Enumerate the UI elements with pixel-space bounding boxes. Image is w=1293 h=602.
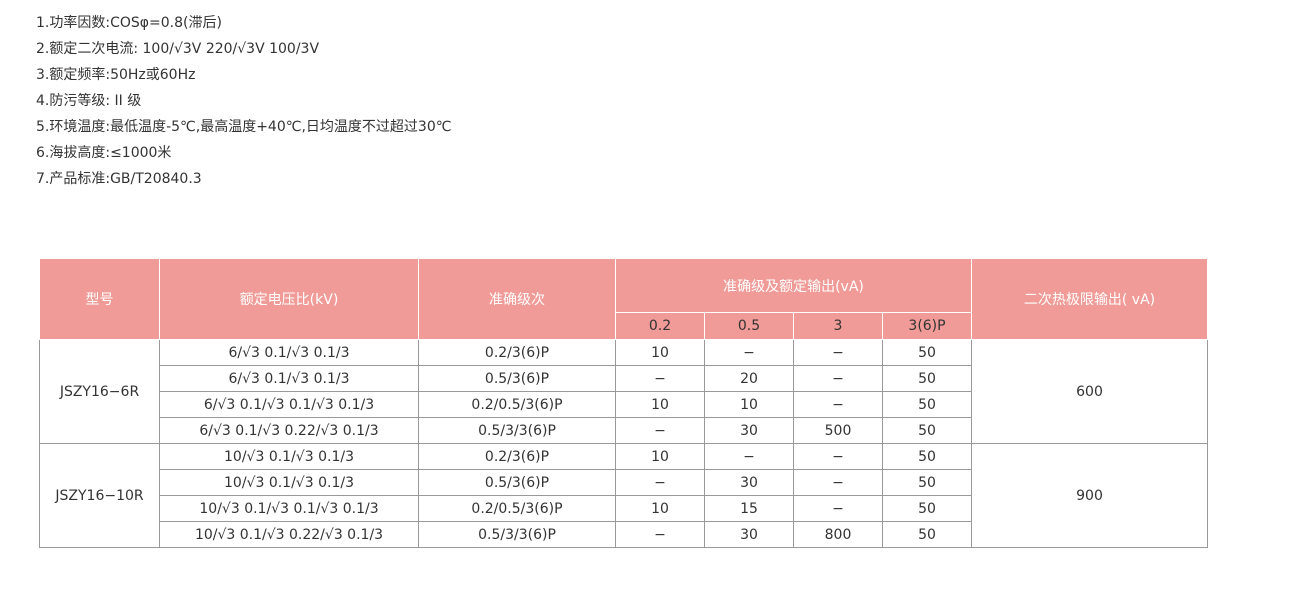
spec-list: 1.功率因数:COSφ=0.8(滞后) 2.额定二次电流: 100/√3V 22…	[36, 10, 451, 192]
table-cell: −	[615, 521, 705, 548]
table-cell: 50	[882, 339, 972, 366]
table-row: 6/√3 0.1/√3 0.1/3 0.5/3(6)P −20−50	[40, 365, 1208, 392]
table-cell: 6/√3 0.1/√3 0.1/√3 0.1/3	[159, 391, 419, 418]
table-cell: −	[793, 495, 883, 522]
table-cell: 0.2/3(6)P	[418, 443, 616, 470]
table-cell: 15	[704, 495, 794, 522]
header-sub: 0.5	[704, 312, 794, 340]
table-cell: 0.2/0.5/3(6)P	[418, 495, 616, 522]
table-row: 10/√3 0.1/√3 0.22/√3 0.1/3 0.5/3/3(6)P −30…	[40, 521, 1208, 548]
spec-item: 2.额定二次电流: 100/√3V 220/√3V 100/3V	[36, 41, 320, 57]
header-output: 准确级及额定输出(vA)	[615, 258, 972, 313]
table-cell: 50	[882, 443, 972, 470]
table-cell: −	[615, 365, 705, 392]
spec-item: 1.功率因数:COSφ=0.8(滞后)	[36, 15, 222, 31]
table-cell: 6/√3 0.1/√3 0.1/3	[159, 339, 419, 366]
table-cell: 10/√3 0.1/√3 0.1/3	[159, 443, 419, 470]
table-cell: 10	[615, 339, 705, 366]
table-cell: −	[793, 339, 883, 366]
table-row: 10/√3 0.1/√3 0.1/3 0.5/3(6)P −30−50	[40, 469, 1208, 496]
table-cell: −	[615, 469, 705, 496]
table-cell: 50	[882, 521, 972, 548]
table-cell: 10/√3 0.1/√3 0.1/√3 0.1/3	[159, 495, 419, 522]
table-cell: 30	[704, 469, 794, 496]
table-cell: 50	[882, 495, 972, 522]
table-cell: 800	[793, 521, 883, 548]
table-cell: −	[704, 339, 794, 366]
table-cell: 0.5/3/3(6)P	[418, 521, 616, 548]
table-cell: −	[793, 391, 883, 418]
thermal-cell: 900	[971, 443, 1208, 548]
table-row: 6/√3 0.1/√3 0.22/√3 0.1/3 0.5/3/3(6)P −30 5…	[40, 417, 1208, 444]
table-cell: 30	[704, 417, 794, 444]
table-row: JSZY16−10R 10/√3 0.1/√3 0.1/3 0.2/3(6)P 10−…	[39, 443, 1208, 548]
table-cell: 10	[704, 391, 794, 418]
table-cell: 6/√3 0.1/√3 0.1/3	[159, 365, 419, 392]
header-model: 型号	[39, 258, 160, 340]
table-cell: 0.5/3/3(6)P	[418, 417, 616, 444]
table-cell: 50	[882, 469, 972, 496]
header-accuracy: 准确级次	[418, 258, 616, 340]
table-cell: 10	[615, 443, 705, 470]
spec-item: 6.海拔高度:≤1000米	[36, 145, 172, 161]
spec-item: 4.防污等级: II 级	[36, 93, 142, 109]
table-cell: 10/√3 0.1/√3 0.22/√3 0.1/3	[159, 521, 419, 548]
table-cell: 0.2/0.5/3(6)P	[418, 391, 616, 418]
table-row: 6/√3 0.1/√3 0.1/√3 0.1/3 0.2/0.5/3(6)P 10 1…	[40, 391, 1208, 418]
table-cell: −	[793, 365, 883, 392]
table-cell: 10/√3 0.1/√3 0.1/3	[159, 469, 419, 496]
header-thermal: 二次热极限输出( vA)	[971, 258, 1208, 340]
table-cell: −	[793, 469, 883, 496]
table-cell: 0.5/3(6)P	[418, 469, 616, 496]
header-sub: 0.2	[615, 312, 705, 340]
table-cell: −	[704, 443, 794, 470]
table-cell: −	[615, 417, 705, 444]
table-cell: 50	[882, 417, 972, 444]
table-cell: 500	[793, 417, 883, 444]
header-sub: 3	[793, 312, 883, 340]
spec-item: 7.产品标准:GB/T20840.3	[36, 171, 202, 187]
model-cell: JSZY16−6R	[39, 339, 160, 444]
table-cell: 20	[704, 365, 794, 392]
table-row: 10/√3 0.1/√3 0.1/√3 0.1/3 0.2/0.5/3(6)P 10…	[40, 495, 1208, 522]
table-cell: 50	[882, 365, 972, 392]
table-cell: 10	[615, 391, 705, 418]
table-cell: 30	[704, 521, 794, 548]
header-sub: 3(6)P	[882, 312, 972, 340]
table-cell: 10	[615, 495, 705, 522]
table-cell: 0.2/3(6)P	[418, 339, 616, 366]
table-row: JSZY16−6R 6/√3 0.1/√3 0.1/3 0.2/3(6)P 10− −5…	[39, 339, 1208, 444]
spec-table: 型号 额定电压比(kV) 准确级次 准确级及额定输出(vA) 二次热极限输出( …	[39, 258, 1208, 548]
header-ratio: 额定电压比(kV)	[159, 258, 419, 340]
spec-item: 3.额定频率:50Hz或60Hz	[36, 67, 196, 83]
model-cell: JSZY16−10R	[39, 443, 160, 548]
table-cell: 50	[882, 391, 972, 418]
table-cell: 0.5/3(6)P	[418, 365, 616, 392]
table-cell: −	[793, 443, 883, 470]
table-cell: 6/√3 0.1/√3 0.22/√3 0.1/3	[159, 417, 419, 444]
spec-item: 5.环境温度:最低温度-5℃,最高温度+40℃,日均温度不过超过30℃	[36, 119, 452, 135]
thermal-cell: 600	[971, 339, 1208, 444]
